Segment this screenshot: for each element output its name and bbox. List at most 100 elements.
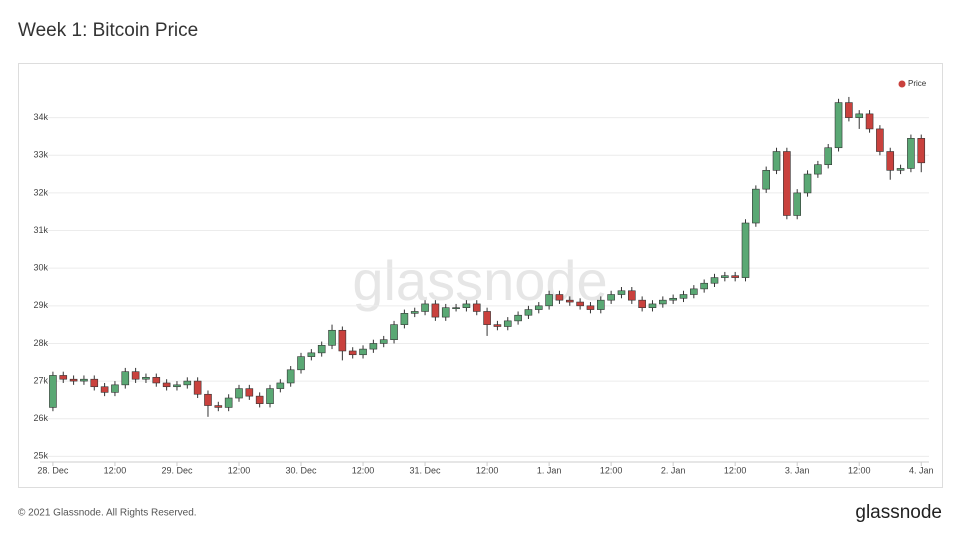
candle-body: [183, 380, 192, 386]
candle-body: [679, 294, 688, 299]
chart-title: Week 1: Bitcoin Price: [18, 20, 198, 41]
candle-body: [441, 307, 450, 318]
candle-body: [462, 303, 471, 308]
candle-body: [452, 307, 460, 309]
candle-body: [710, 277, 719, 284]
candle-body: [235, 388, 243, 399]
x-tick-label: 12:00: [848, 465, 871, 475]
candle-body: [896, 168, 905, 171]
candle-body: [886, 151, 895, 171]
candle-body: [845, 102, 853, 118]
candle-body: [855, 113, 864, 118]
candle-body: [648, 303, 657, 308]
candle-body: [628, 290, 636, 301]
y-tick-label: 32k: [33, 187, 48, 197]
candle-body: [545, 294, 553, 307]
candle-body: [803, 173, 812, 194]
y-tick-label: 29k: [33, 300, 48, 310]
candle-body: [379, 339, 388, 344]
chart-frame: [18, 63, 943, 488]
candle-body: [555, 294, 564, 301]
candle-body: [576, 301, 584, 307]
candle-body: [286, 369, 295, 384]
candle-body: [534, 305, 543, 310]
candle-body: [772, 151, 781, 171]
x-tick-label: 31. Dec: [410, 465, 442, 475]
candle-body: [472, 303, 481, 312]
candle-body: [173, 384, 181, 388]
candle-body: [59, 375, 68, 380]
candle-body: [865, 113, 874, 130]
candle-body: [224, 397, 233, 408]
y-tick-label: 31k: [33, 225, 48, 235]
watermark: glassnode: [352, 249, 607, 312]
candle-body: [752, 188, 760, 224]
candle-body: [783, 151, 791, 216]
candle-body: [266, 388, 274, 404]
x-tick-label: 1. Jan: [537, 465, 562, 475]
candle-body: [100, 386, 109, 393]
y-tick-label: 33k: [33, 150, 48, 160]
x-tick-label: 30. Dec: [285, 465, 317, 475]
candle-body: [638, 299, 646, 308]
candle-body: [762, 170, 770, 190]
candle-body: [421, 303, 429, 312]
candle-body: [390, 324, 398, 340]
candle-body: [69, 378, 78, 382]
x-tick-label: 2. Jan: [661, 465, 686, 475]
candle-body: [907, 138, 915, 169]
x-tick-label: 29. Dec: [161, 465, 193, 475]
y-tick-label: 34k: [33, 112, 48, 122]
candle-body: [162, 382, 171, 388]
x-tick-label: 12:00: [600, 465, 623, 475]
candle-body: [514, 314, 522, 322]
y-tick-label: 26k: [33, 413, 48, 423]
candle-body: [121, 371, 130, 386]
candle-body: [245, 388, 254, 397]
candle-body: [917, 138, 926, 164]
candle-body: [276, 382, 285, 389]
candle-body: [524, 309, 533, 316]
candle-body: [90, 378, 99, 388]
candle-body: [617, 290, 626, 295]
candle-body: [307, 352, 316, 357]
x-tick-label: 28. Dec: [37, 465, 69, 475]
candle-body: [824, 147, 833, 165]
x-tick-label: 12:00: [352, 465, 375, 475]
candle-body: [565, 299, 574, 303]
brand-logo: glassnode: [855, 502, 942, 523]
candle-body: [834, 102, 843, 149]
candle-body: [338, 329, 347, 352]
y-tick-label: 27k: [33, 375, 48, 385]
x-tick-label: 4. Jan: [909, 465, 934, 475]
candle-body: [700, 282, 708, 290]
candle-body: [793, 192, 802, 216]
candle-body: [410, 311, 419, 314]
candle-body: [152, 377, 161, 384]
legend-label: Price: [908, 79, 927, 88]
candle-body: [741, 222, 750, 278]
y-tick-label: 25k: [33, 451, 48, 461]
candle-body: [297, 356, 305, 371]
candle-body: [348, 350, 357, 356]
candle-body: [586, 305, 595, 310]
x-tick-label: 12:00: [104, 465, 127, 475]
candle-body: [400, 313, 409, 325]
candle-body: [690, 288, 698, 295]
x-tick-label: 12:00: [476, 465, 499, 475]
candle-body: [431, 303, 440, 318]
y-tick-label: 28k: [33, 338, 48, 348]
candle-body: [131, 371, 140, 380]
candle-body: [142, 377, 150, 380]
candle-body: [721, 275, 729, 278]
candle-body: [596, 299, 605, 310]
candle-body: [876, 128, 884, 152]
candle-body: [204, 393, 212, 406]
candle-body: [659, 299, 667, 305]
candle-body: [483, 311, 491, 325]
y-tick-label: 30k: [33, 263, 48, 273]
candle-body: [814, 164, 822, 175]
x-tick-label: 3. Jan: [785, 465, 810, 475]
